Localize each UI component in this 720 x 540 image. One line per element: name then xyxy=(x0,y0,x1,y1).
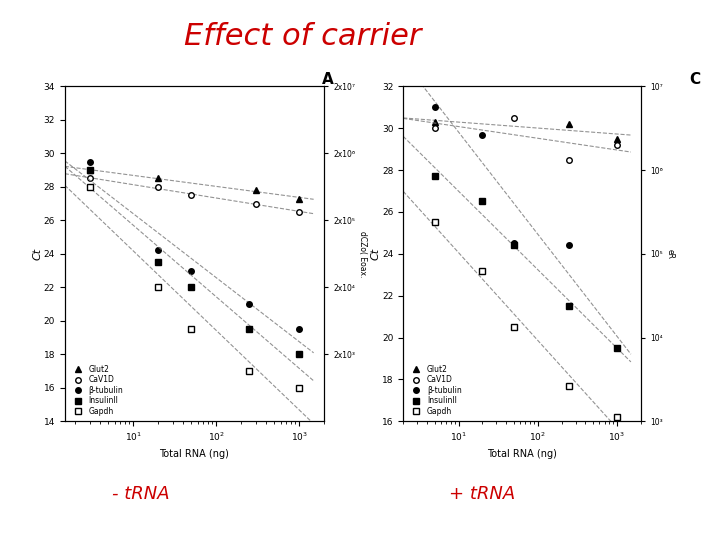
Text: A: A xyxy=(322,72,333,87)
Legend: Glut2, CaV1D, β-tubulin, InsulinII, Gapdh: Glut2, CaV1D, β-tubulin, InsulinII, Gapd… xyxy=(407,363,463,417)
Text: + tRNA: + tRNA xyxy=(449,485,516,503)
Text: Effect of carrier: Effect of carrier xyxy=(184,22,421,51)
X-axis label: Total RNA (ng): Total RNA (ng) xyxy=(487,449,557,459)
Text: - tRNA: - tRNA xyxy=(112,485,169,503)
Legend: Glut2, CaV1D, β-tubulin, InsulinII, Gapdh: Glut2, CaV1D, β-tubulin, InsulinII, Gapd… xyxy=(68,363,125,417)
Y-axis label: dCZo( Eoax.: dCZo( Eoax. xyxy=(358,231,366,277)
Y-axis label: Ct: Ct xyxy=(32,248,42,260)
X-axis label: Total RNA (ng): Total RNA (ng) xyxy=(159,449,230,459)
Text: C: C xyxy=(689,72,701,87)
Y-axis label: Ct: Ct xyxy=(371,248,381,260)
Y-axis label: eR: eR xyxy=(665,249,675,259)
